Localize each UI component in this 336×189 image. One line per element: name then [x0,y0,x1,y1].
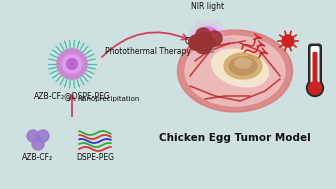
FancyBboxPatch shape [310,46,320,90]
FancyBboxPatch shape [308,43,322,92]
Text: NIR light: NIR light [192,2,224,11]
Ellipse shape [224,53,262,79]
FancyBboxPatch shape [203,42,213,53]
Circle shape [207,31,222,46]
Circle shape [62,54,82,74]
Circle shape [191,36,202,48]
Ellipse shape [229,57,257,75]
Circle shape [201,35,212,46]
Circle shape [306,80,324,97]
Ellipse shape [212,49,268,87]
Ellipse shape [235,58,251,68]
Circle shape [199,32,209,42]
Circle shape [200,37,213,51]
Text: Chicken Egg Tumor Model: Chicken Egg Tumor Model [159,133,311,143]
Circle shape [192,37,202,47]
Circle shape [282,35,294,47]
Circle shape [188,20,228,60]
Circle shape [203,37,212,46]
Circle shape [199,33,209,43]
Circle shape [37,130,49,142]
Circle shape [197,27,219,49]
Text: DSPE-PEG: DSPE-PEG [76,153,114,162]
Ellipse shape [177,30,293,112]
Circle shape [207,38,216,47]
Ellipse shape [185,36,285,106]
Circle shape [188,35,204,50]
FancyBboxPatch shape [312,52,318,88]
Circle shape [196,28,220,52]
Circle shape [192,24,224,56]
Text: Cancer  Cells: Cancer Cells [185,37,235,46]
Circle shape [190,41,198,49]
Text: Nanoprecipitation: Nanoprecipitation [77,96,139,102]
Text: AZB-CF₂@DSPE-PEG: AZB-CF₂@DSPE-PEG [34,91,110,100]
Circle shape [27,130,39,142]
Circle shape [308,81,322,94]
Text: AZB-CF₂: AZB-CF₂ [23,153,53,162]
Circle shape [201,31,215,45]
Circle shape [196,42,207,53]
Circle shape [196,28,211,43]
Text: Photothermal Therapy: Photothermal Therapy [105,46,191,56]
Circle shape [67,59,77,69]
Circle shape [32,138,44,150]
Circle shape [57,49,87,79]
Circle shape [199,41,211,54]
